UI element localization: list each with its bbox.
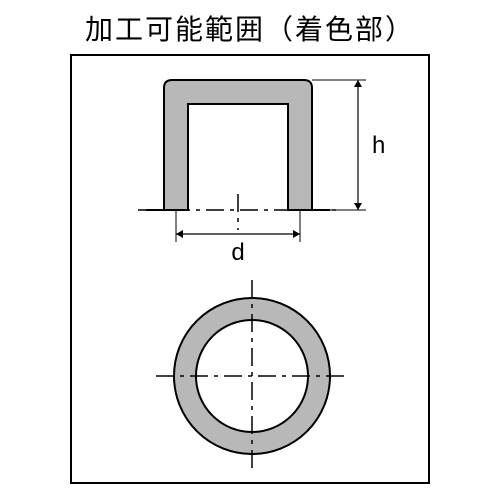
diagram-svg: dh [72, 56, 432, 486]
u-shape: dh [138, 80, 385, 266]
diagram-title: 加工可能範囲（着色部） [85, 8, 415, 48]
diagram-frame: dh [70, 54, 430, 484]
u-shape-path [146, 80, 330, 210]
ring-shape [156, 280, 348, 472]
label-d: d [231, 239, 244, 266]
label-h: h [372, 132, 385, 159]
